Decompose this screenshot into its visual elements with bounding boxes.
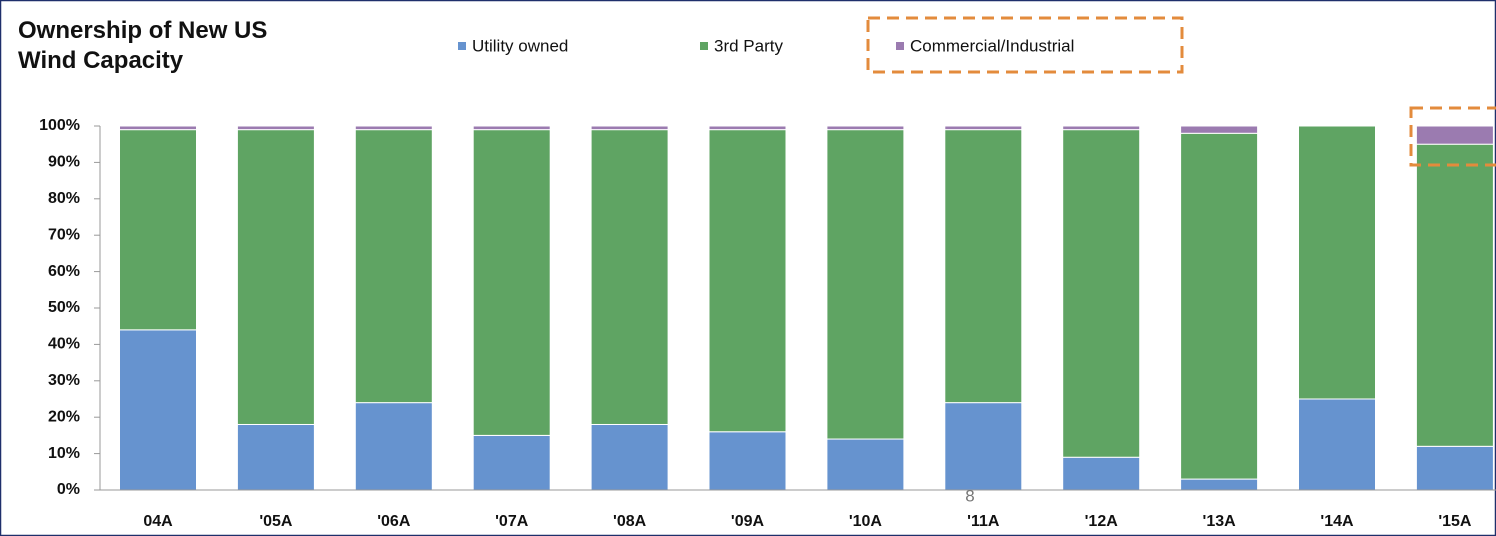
bar-segment: [1062, 129, 1141, 458]
bar-segment: [1415, 445, 1494, 491]
x-tick-label: '07A: [495, 513, 529, 530]
chart-title: Ownership of New US Wind Capacity: [18, 17, 267, 74]
y-tick-label: 0%: [57, 481, 80, 498]
legend-label: 3rd Party: [714, 36, 783, 55]
y-tick-label: 10%: [48, 445, 80, 462]
bar-segment: [590, 125, 669, 131]
legend-swatch: [458, 42, 466, 50]
x-tick-label: 04A: [143, 513, 173, 530]
bar-segment: [826, 125, 905, 131]
bar-segment: [826, 129, 905, 440]
bar-segment: [1180, 478, 1259, 491]
x-tick-label: '12A: [1085, 513, 1119, 530]
y-tick-label: 70%: [48, 226, 80, 243]
highlight-box: [866, 16, 1184, 74]
bar-segment: [590, 423, 669, 491]
y-tick-label: 20%: [48, 408, 80, 425]
bar-segment: [590, 129, 669, 425]
y-tick-label: 40%: [48, 336, 80, 353]
bar-segment: [1298, 125, 1376, 400]
legend-label: Utility owned: [472, 36, 568, 55]
bar-segment: [354, 402, 433, 491]
x-tick-label: '06A: [377, 513, 411, 530]
legend-swatch: [896, 42, 904, 50]
bar-segment: [236, 125, 315, 131]
bar-segment: [826, 438, 905, 491]
highlight-box: [1409, 106, 1496, 167]
bar-segment: [119, 329, 197, 491]
bar-segment: [708, 129, 787, 433]
bar-segment: [1415, 143, 1494, 447]
bar-segment: [236, 129, 315, 425]
page-number: 8: [965, 486, 974, 505]
bar-segment: [944, 402, 1023, 491]
x-tick-label: '15A: [1438, 513, 1472, 530]
y-tick-label: 90%: [48, 154, 80, 171]
x-tick-label: '09A: [731, 513, 765, 530]
x-tick-label: '10A: [849, 513, 883, 530]
bar-segment: [944, 125, 1023, 131]
x-tick-label: '13A: [1203, 513, 1237, 530]
bar-segment: [472, 125, 551, 131]
bar-segment: [1180, 125, 1259, 134]
bar-segment: [1415, 125, 1494, 145]
bar-segment: [354, 129, 433, 404]
title-line: Wind Capacity: [18, 47, 184, 74]
bar-segment: [944, 129, 1023, 404]
y-tick-label: 50%: [48, 299, 80, 316]
bar-segment: [119, 129, 197, 331]
bar-segment: [1062, 125, 1141, 131]
bar-segment: [1298, 398, 1376, 491]
y-tick-label: 100%: [39, 117, 80, 134]
bar-segment: [472, 129, 551, 436]
bar-segment: [119, 125, 197, 131]
x-tick-label: '11A: [967, 513, 1000, 530]
bar-segment: [472, 434, 551, 491]
y-tick-label: 30%: [48, 372, 80, 389]
x-tick-label: '05A: [259, 513, 293, 530]
title-line: Ownership of New US: [18, 17, 267, 44]
y-tick-label: 80%: [48, 190, 80, 207]
x-tick-label: '14A: [1320, 513, 1354, 530]
bar-segment: [236, 423, 315, 491]
bar-segment: [708, 125, 787, 131]
x-tick-label: '08A: [613, 513, 647, 530]
bar-segment: [1180, 132, 1259, 480]
legend-swatch: [700, 42, 708, 50]
bar-segment: [354, 125, 433, 131]
y-tick-label: 60%: [48, 263, 80, 280]
legend-label: Commercial/Industrial: [910, 36, 1074, 55]
bar-segment: [708, 431, 787, 491]
bar-segment: [1062, 456, 1141, 491]
